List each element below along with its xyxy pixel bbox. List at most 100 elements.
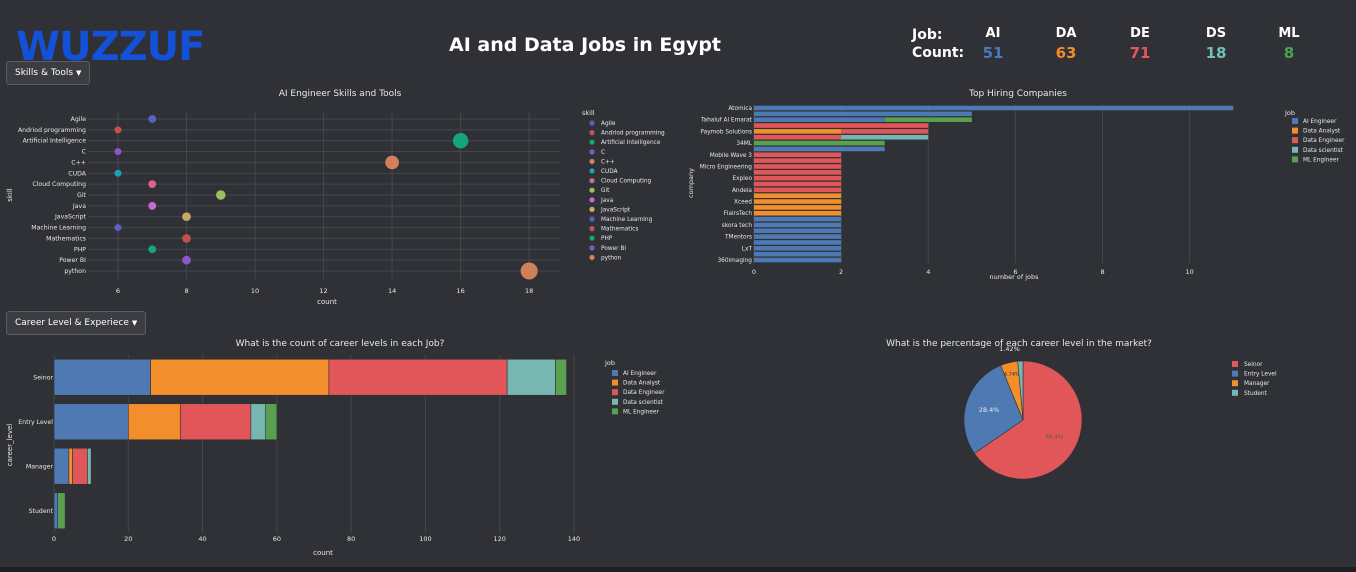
kpi-count-da: 63 <box>1055 44 1077 62</box>
legend-entry: Student <box>1244 391 1268 397</box>
career-level-label: Career Level & Experiece <box>15 318 129 328</box>
stacked-bar-segment <box>53 358 151 396</box>
company-bar <box>754 181 842 187</box>
legend-entry: Artificial Intelligence <box>601 140 661 146</box>
x-axis-label: number of jobs <box>989 273 1039 281</box>
company-bar <box>754 257 842 263</box>
legend-marker <box>1292 146 1298 153</box>
legend-marker <box>612 379 618 386</box>
legend-marker <box>589 206 595 212</box>
y-tick-label: Mobile Wave 3 <box>710 153 753 159</box>
legend-title: Job <box>1284 109 1295 117</box>
pie-slice <box>1017 360 1024 421</box>
company-bar <box>754 240 842 245</box>
legend-marker <box>589 216 595 222</box>
pie-label: 65.4% <box>1046 434 1063 440</box>
company-bar <box>754 140 885 146</box>
legend-entry: AI Engineer <box>623 371 657 377</box>
company-bar <box>754 175 842 181</box>
y-tick-label: PHP <box>74 246 86 253</box>
scatter-point <box>385 155 399 170</box>
company-bar <box>754 158 842 163</box>
pie-label: 28.4% <box>979 406 1000 414</box>
x-tick-label: 18 <box>525 287 533 295</box>
y-tick-label: Java <box>72 203 86 210</box>
y-tick-label: Student <box>29 508 54 515</box>
career-level-dropdown[interactable]: Career Level & Experiece ▼ <box>6 311 147 335</box>
legend-marker <box>589 168 595 174</box>
x-tick-label: 100 <box>419 535 431 543</box>
legend-entry: ML Engineer <box>623 409 660 415</box>
legend-marker <box>1292 156 1298 163</box>
x-tick-label: 10 <box>1186 268 1194 276</box>
kpi-job-de: DE <box>1130 26 1150 41</box>
legend-marker <box>1232 389 1238 396</box>
legend-entry: C <box>601 150 605 156</box>
legend-marker <box>1232 361 1238 367</box>
kpi-count-ds: 18 <box>1205 44 1227 62</box>
kpi-count-ai: 51 <box>982 44 1004 62</box>
legend-marker <box>589 149 595 155</box>
pie-label: 1.42% <box>999 345 1020 353</box>
x-tick-label: 8 <box>184 287 188 295</box>
stacked-bar-segment <box>57 492 66 530</box>
y-tick-label: 360imaging <box>717 258 752 264</box>
stacked-bar-segment <box>72 447 88 485</box>
y-tick-label: CUDA <box>68 170 87 177</box>
company-bar <box>754 117 885 122</box>
scatter-point <box>114 126 122 134</box>
legend-entry: PHP <box>601 236 613 242</box>
legend-entry: Data Analyst <box>1303 129 1341 135</box>
company-bar <box>754 210 842 216</box>
y-tick-label: python <box>64 268 86 275</box>
bottom-scrollbar[interactable] <box>0 567 1356 572</box>
legend-marker <box>589 139 595 145</box>
legend-marker <box>1292 118 1298 124</box>
y-tick-label: Expleo <box>733 176 753 182</box>
scatter-point <box>520 262 538 280</box>
y-tick-label: Xceed <box>734 200 752 206</box>
company-bar <box>754 216 842 222</box>
company-bar <box>754 205 842 210</box>
y-tick-label: Machine Learning <box>31 225 86 232</box>
x-tick-label: 60 <box>273 535 281 543</box>
x-tick-label: 12 <box>319 287 327 295</box>
x-tick-label: 140 <box>568 535 580 543</box>
legend-entry: Data Engineer <box>623 390 665 396</box>
x-tick-label: 0 <box>752 268 756 276</box>
legend-entry: Agile <box>601 121 616 127</box>
y-tick-label: TMentors <box>724 235 752 241</box>
y-axis-label: career_level <box>6 424 14 467</box>
stacked-bar-segment <box>328 358 508 396</box>
y-tick-label: Entry Level <box>18 419 53 426</box>
legend-marker <box>1232 380 1238 387</box>
legend-entry: Mathematics <box>601 227 638 233</box>
kpi-count-label: Count: <box>912 45 965 61</box>
company-bar <box>841 129 929 134</box>
legend-marker <box>589 120 595 126</box>
company-bar <box>754 152 842 158</box>
stacked-bar-segment <box>53 447 70 485</box>
y-tick-label: C++ <box>71 159 86 166</box>
legend-title: skill <box>582 109 595 117</box>
y-tick-label: Cloud Computing <box>32 181 86 188</box>
company-bar <box>884 117 972 122</box>
chart-title: AI Engineer Skills and Tools <box>279 89 402 99</box>
legend-marker <box>1292 127 1298 134</box>
stacked-bar-segment <box>265 403 278 441</box>
y-tick-label: Seinor <box>33 374 53 381</box>
legend-entry: Data Engineer <box>1303 138 1345 144</box>
company-bar <box>754 199 842 204</box>
legend-marker <box>612 398 618 405</box>
legend-entry: Java <box>600 198 614 204</box>
legend-marker <box>1292 137 1298 144</box>
legend-entry: JavaScript <box>600 207 631 213</box>
x-tick-label: 14 <box>388 287 396 295</box>
legend-marker <box>589 245 595 251</box>
legend-entry: Data scientist <box>1303 148 1344 154</box>
legend-entry: Cloud Computing <box>601 179 652 185</box>
pie-slice <box>963 364 1024 454</box>
x-tick-label: 80 <box>347 535 355 543</box>
legend-entry: Entry Level <box>1244 372 1277 378</box>
skills-tools-dropdown[interactable]: Skills & Tools ▼ <box>6 61 91 85</box>
